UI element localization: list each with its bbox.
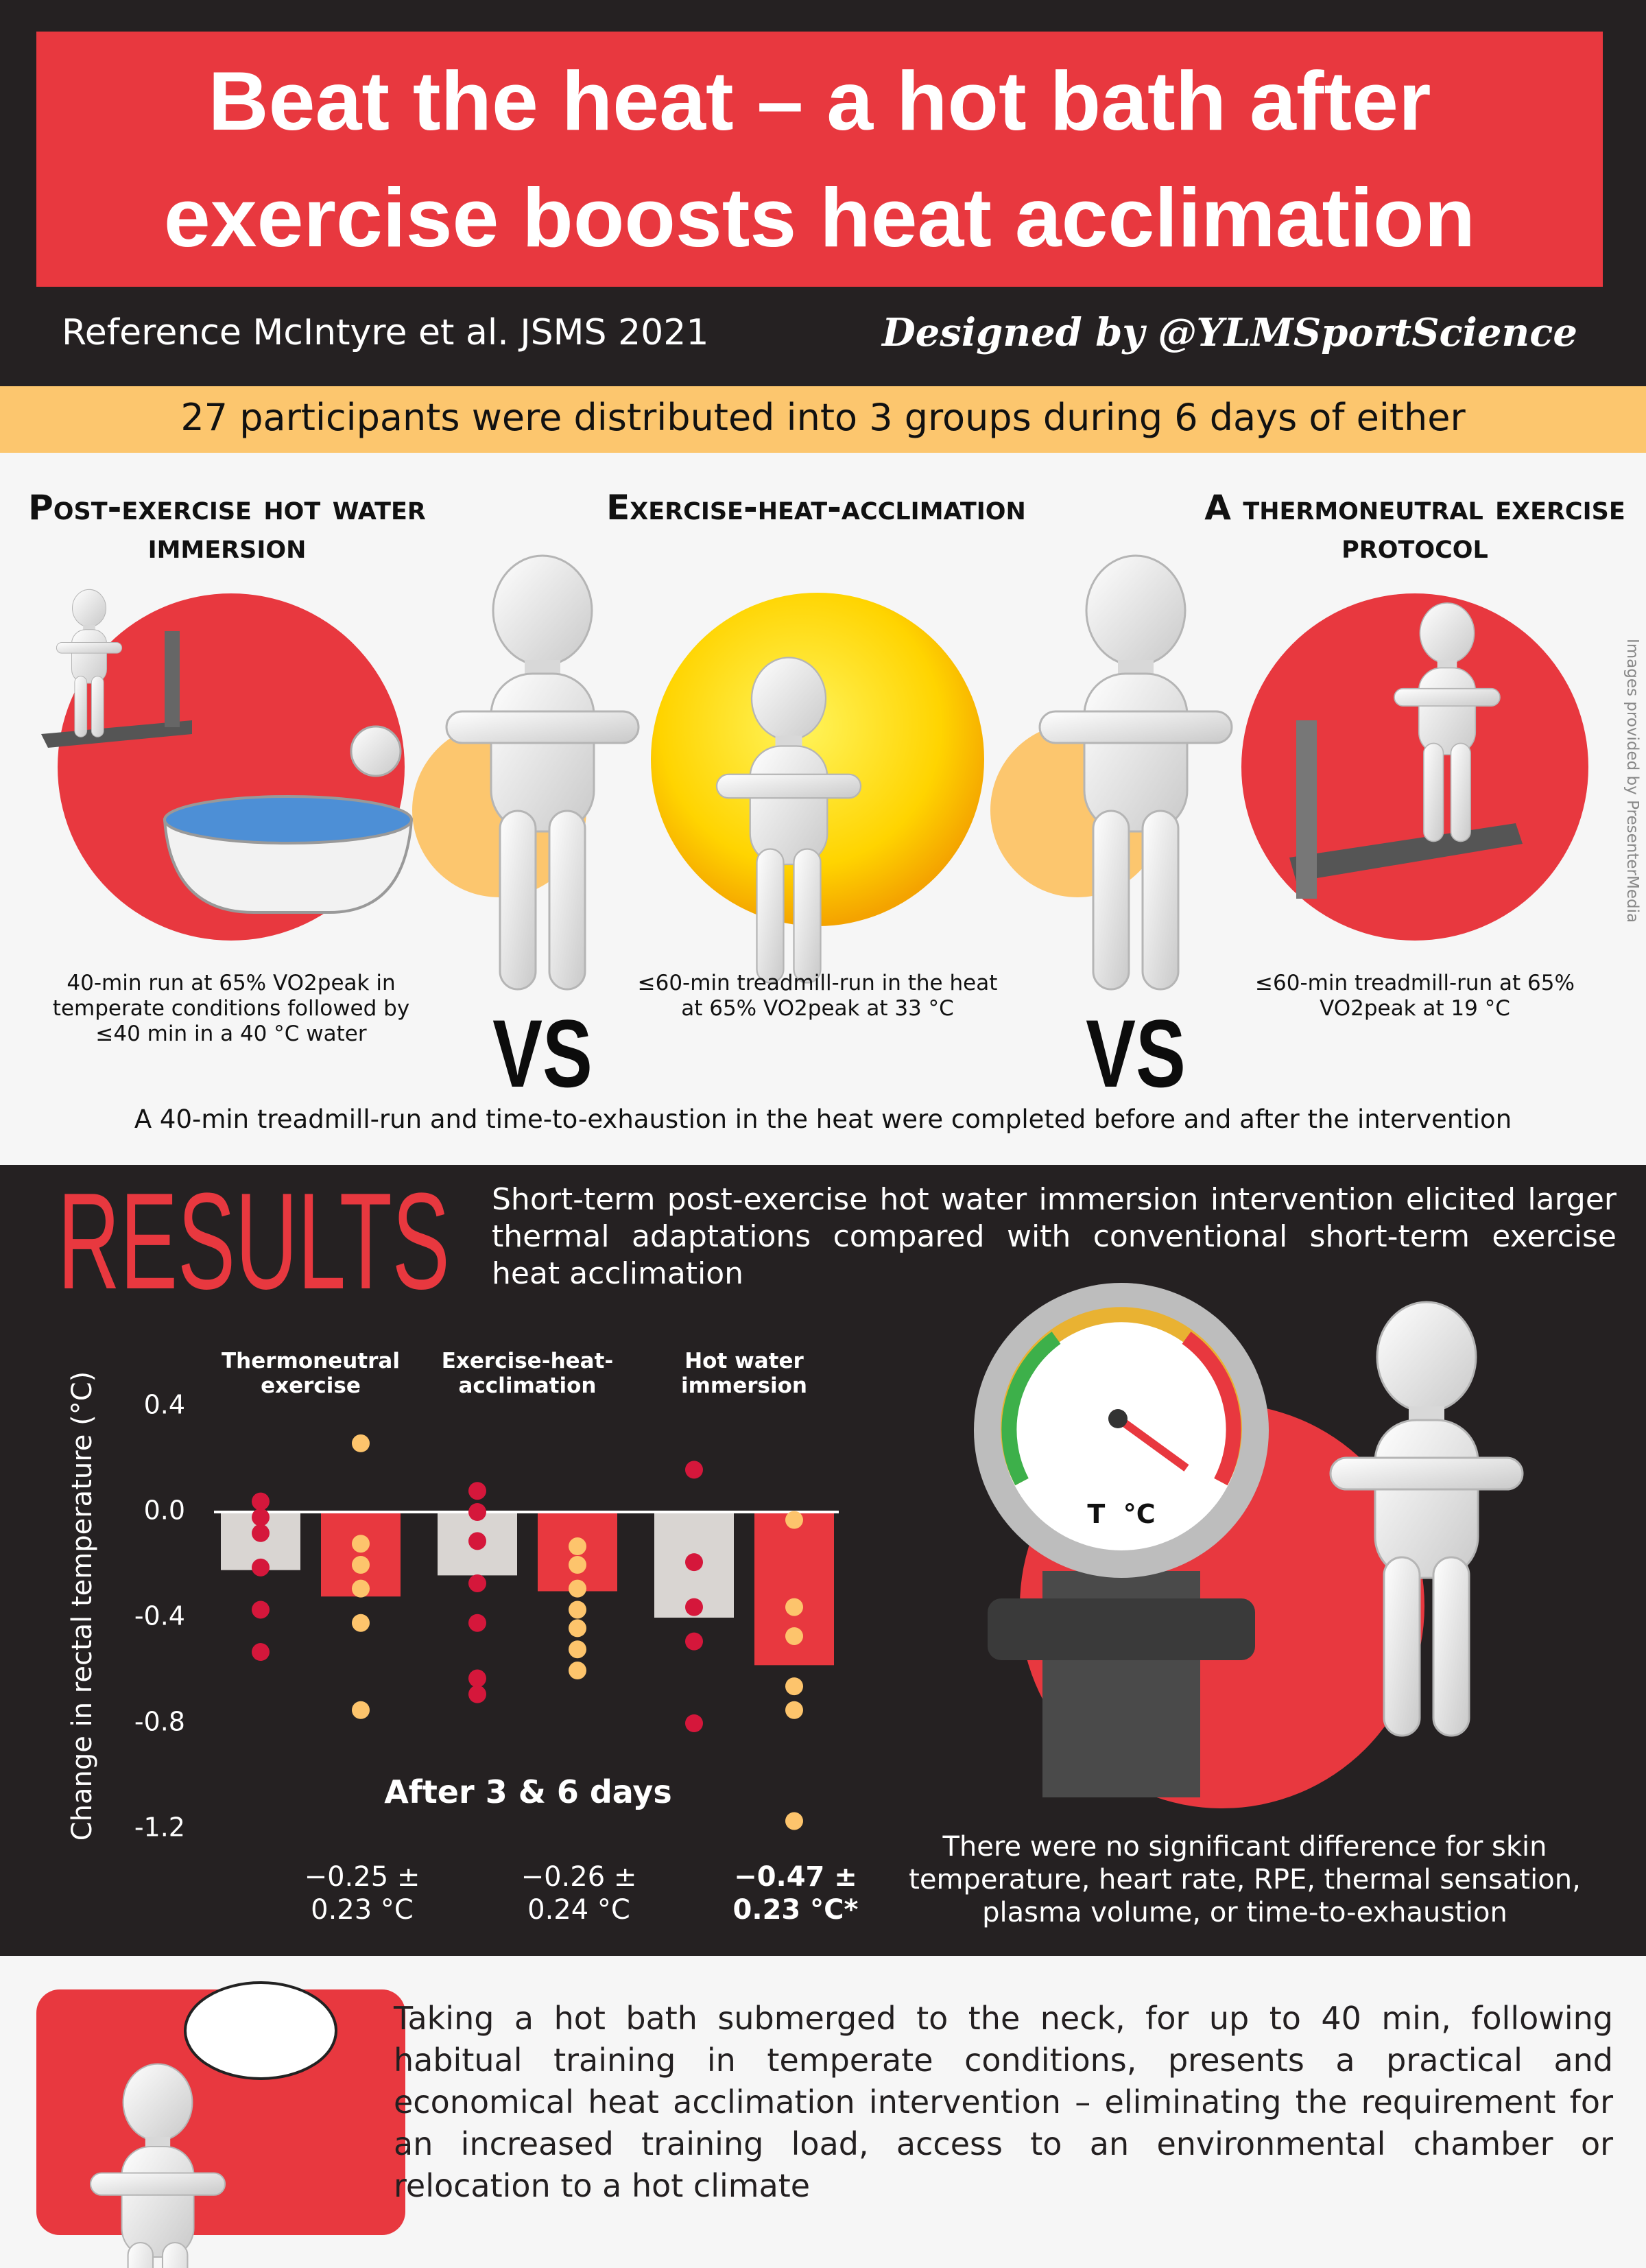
individual-point: [785, 1812, 803, 1830]
individual-point: [468, 1614, 486, 1632]
intro-band: [0, 386, 1646, 453]
value-note: −0.26 ± 0.24 °C: [521, 1861, 637, 1926]
chart-annotation: After 3 & 6 days: [384, 1773, 672, 1810]
individual-point: [468, 1503, 486, 1521]
individual-point: [468, 1482, 486, 1500]
results-note: There were no significant difference for…: [909, 1831, 1581, 1928]
individual-point: [569, 1662, 586, 1679]
chart: Change in rectal temperature (°C) 0.4 0.0 -…: [67, 1371, 839, 1843]
individual-point: [468, 1669, 486, 1688]
y-tick-label: 0.4: [144, 1390, 185, 1420]
illustration-circle: [1241, 593, 1588, 941]
individual-point: [252, 1558, 270, 1576]
versus: VS: [1086, 1000, 1186, 1107]
versus: VS: [492, 1000, 593, 1107]
individual-point: [468, 1574, 486, 1592]
thought-bubble: [184, 1981, 337, 2080]
individual-point: [468, 1532, 486, 1550]
individual-point: [785, 1677, 803, 1696]
individual-point: [252, 1643, 270, 1662]
category-label: Hot water immersion: [681, 1349, 807, 1398]
individual-point: [252, 1492, 270, 1511]
y-tick-label: 0.0: [144, 1496, 185, 1526]
individual-point: [785, 1511, 803, 1529]
group-title: Exercise-heat-acclimation: [606, 488, 1026, 528]
intro: 27 participants were distributed into 3 …: [180, 396, 1466, 439]
treadmill-illustration: [1289, 602, 1523, 899]
title-line: Beat the heat – a hot bath after: [208, 54, 1431, 147]
individual-point: [785, 1701, 803, 1719]
bath-illustration: [163, 725, 414, 914]
individual-point: [352, 1434, 370, 1452]
individual-point: [252, 1508, 270, 1526]
individual-point: [685, 1553, 703, 1572]
results-summary: Short-term post-exercise hot water immer…: [492, 1182, 1617, 1291]
gauge-illustration: [974, 1283, 1269, 1797]
value-note: −0.25 ± 0.23 °C: [304, 1861, 420, 1926]
individual-point: [468, 1685, 486, 1703]
individual-point: [569, 1556, 586, 1574]
category-label: Thermoneutral exercise: [222, 1349, 400, 1398]
individual-point: [352, 1556, 370, 1574]
individual-point: [785, 1598, 803, 1616]
individual-point: [569, 1600, 586, 1619]
individual-point: [685, 1461, 703, 1479]
individual-point: [685, 1598, 703, 1616]
conclusion: Taking a hot bath submerged to the neck,…: [394, 2000, 1613, 2204]
individual-point: [569, 1619, 586, 1638]
credit: Designed by @YLMSportScience: [882, 310, 1577, 355]
individual-point: [685, 1714, 703, 1732]
category-label: Exercise-heat-acclimation: [441, 1349, 614, 1398]
group-description: ≤60-min treadmill-run in the heat at 65%…: [637, 971, 998, 1021]
y-tick-label: -1.2: [134, 1812, 185, 1843]
gauge-label: T °C: [1087, 1499, 1156, 1529]
y-tick-label: -0.8: [134, 1707, 185, 1737]
group-description: ≤60-min treadmill-run at 65% VO2peak at …: [1255, 971, 1575, 1021]
group-title: Post-exercise hot water immersion: [28, 488, 426, 566]
reference: Reference McIntyre et al. JSMS 2021: [62, 312, 709, 353]
individual-point: [352, 1701, 370, 1719]
y-axis-label: Change in rectal temperature (°C): [67, 1371, 98, 1841]
value-note: −0.47 ± 0.23 °C*: [732, 1861, 859, 1926]
results-heading: RESULTS: [58, 1165, 450, 1318]
image-credit: Images provided by PresenterMedia: [1623, 638, 1641, 923]
individual-point: [352, 1535, 370, 1553]
individual-point: [252, 1600, 270, 1619]
individual-point: [569, 1640, 586, 1659]
group-description: 40-min run at 65% VO2peak in temperate c…: [52, 971, 410, 1046]
individual-point: [685, 1632, 703, 1651]
individual-point: [785, 1627, 803, 1645]
individual-point: [569, 1579, 586, 1598]
individual-point: [352, 1579, 370, 1598]
group-title: A thermoneutral exercise protocol: [1204, 488, 1625, 566]
title-banner: [36, 32, 1603, 287]
individual-point: [252, 1524, 270, 1542]
y-tick-label: -0.4: [134, 1601, 185, 1631]
title-line: exercise boosts heat acclimation: [163, 171, 1476, 264]
individual-point: [569, 1537, 586, 1556]
treadmill-illustration: [41, 589, 192, 748]
protocol-note: A 40-min treadmill-run and time-to-exhau…: [134, 1105, 1512, 1134]
individual-point: [352, 1614, 370, 1632]
